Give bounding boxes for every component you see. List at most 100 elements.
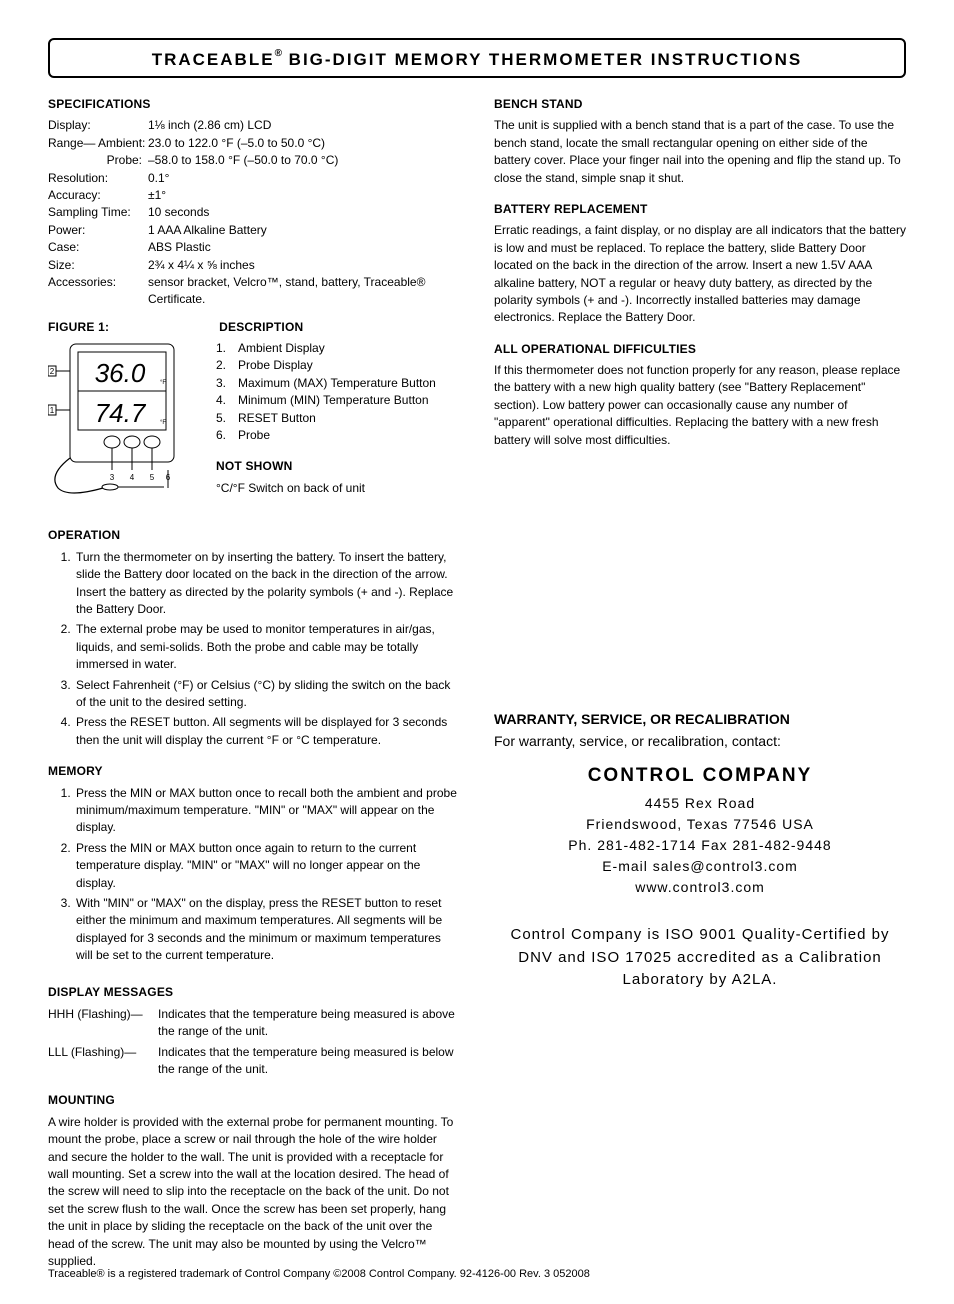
spec-label: Case:	[48, 239, 148, 256]
svg-text:6: 6	[166, 473, 171, 482]
spec-label: Power:	[48, 222, 148, 239]
spec-label: Display:	[48, 117, 148, 134]
svg-text:74.7: 74.7	[95, 398, 147, 428]
bench-stand-text: The unit is supplied with a bench stand …	[494, 117, 906, 187]
spec-row: Resolution:0.1°	[48, 170, 460, 187]
email-line: E-mail sales@control3.com	[494, 856, 906, 877]
operational-difficulties-text: If this thermometer does not function pr…	[494, 362, 906, 449]
desc-text: Probe Display	[238, 357, 313, 374]
website-line: www.control3.com	[494, 877, 906, 898]
list-item: The external probe may be used to monito…	[74, 621, 460, 673]
battery-replacement-heading: BATTERY REPLACEMENT	[494, 201, 906, 218]
mounting-text: A wire holder is provided with the exter…	[48, 1114, 460, 1271]
memory-heading: MEMORY	[48, 763, 460, 780]
spec-row: Sampling Time:10 seconds	[48, 204, 460, 221]
bench-stand-heading: BENCH STAND	[494, 96, 906, 113]
spec-row: Accuracy:±1°	[48, 187, 460, 204]
list-item: Press the MIN or MAX button once to reca…	[74, 785, 460, 837]
desc-text: Probe	[238, 427, 270, 444]
spec-value: sensor bracket, Velcro™, stand, battery,…	[148, 274, 460, 309]
addr-line-2: Friendswood, Texas 77546 USA	[494, 814, 906, 835]
specs-heading: SPECIFICATIONS	[48, 96, 460, 113]
figure-1-diagram: 36.0 74.7 °F °F 2 1 3 4 5	[48, 340, 198, 505]
list-item: Turn the thermometer on by inserting the…	[74, 549, 460, 619]
company-name: CONTROL COMPANY	[494, 762, 906, 790]
spec-value: 1 AAA Alkaline Battery	[148, 222, 460, 239]
spec-label: Sampling Time:	[48, 204, 148, 221]
left-column: SPECIFICATIONS Display:1⅛ inch (2.86 cm)…	[48, 96, 460, 1274]
spec-label: Probe:	[48, 152, 148, 169]
two-column-layout: SPECIFICATIONS Display:1⅛ inch (2.86 cm)…	[48, 96, 906, 1274]
svg-text:36.0: 36.0	[95, 358, 146, 388]
desc-num: 4.	[216, 392, 238, 409]
spec-value: –58.0 to 158.0 °F (–50.0 to 70.0 °C)	[148, 152, 460, 169]
title-rest: BIG-DIGIT MEMORY THERMOMETER INSTRUCTION…	[282, 50, 802, 69]
spec-value: 0.1°	[148, 170, 460, 187]
desc-num: 2.	[216, 357, 238, 374]
warranty-lead: For warranty, service, or recalibration,…	[494, 731, 906, 751]
spec-label: Range— Ambient:	[48, 135, 148, 152]
figure-and-description: 36.0 74.7 °F °F 2 1 3 4 5	[48, 340, 460, 505]
title-reg: ®	[275, 48, 282, 59]
spec-label: Accessories:	[48, 274, 148, 309]
spec-value: 10 seconds	[148, 204, 460, 221]
description-heading: DESCRIPTION	[219, 319, 303, 336]
desc-num: 1.	[216, 340, 238, 357]
desc-num: 3.	[216, 375, 238, 392]
list-item: Press the RESET button. All segments wil…	[74, 714, 460, 749]
title-brand: TRACEABLE	[152, 50, 275, 69]
spec-label: Resolution:	[48, 170, 148, 187]
document-title: TRACEABLE® BIG-DIGIT MEMORY THERMOMETER …	[48, 38, 906, 78]
spec-label: Size:	[48, 257, 148, 274]
list-item: Press the MIN or MAX button once again t…	[74, 840, 460, 892]
battery-replacement-text: Erratic readings, a faint display, or no…	[494, 222, 906, 326]
spec-row: Power:1 AAA Alkaline Battery	[48, 222, 460, 239]
msg-label: LLL (Flashing)—	[48, 1044, 158, 1079]
desc-row: 3.Maximum (MAX) Temperature Button	[216, 375, 460, 392]
company-address: 4455 Rex Road Friendswood, Texas 77546 U…	[494, 793, 906, 898]
spec-label: Accuracy:	[48, 187, 148, 204]
desc-row: 6.Probe	[216, 427, 460, 444]
svg-text:4: 4	[130, 473, 135, 482]
spec-value: ±1°	[148, 187, 460, 204]
display-messages-list: HHH (Flashing)—Indicates that the temper…	[48, 1006, 460, 1079]
list-item: With "MIN" or "MAX" on the display, pres…	[74, 895, 460, 965]
spec-row: Case:ABS Plastic	[48, 239, 460, 256]
spec-value: 2¾ x 4¼ x ⅝ inches	[148, 257, 460, 274]
spec-value: 23.0 to 122.0 °F (–5.0 to 50.0 °C)	[148, 135, 460, 152]
not-shown-text: °C/°F Switch on back of unit	[216, 480, 460, 497]
desc-text: RESET Button	[238, 410, 316, 427]
not-shown-heading: NOT SHOWN	[216, 458, 460, 475]
list-item: Select Fahrenheit (°F) or Celsius (°C) b…	[74, 677, 460, 712]
desc-text: Ambient Display	[238, 340, 325, 357]
display-message-row: HHH (Flashing)—Indicates that the temper…	[48, 1006, 460, 1041]
desc-row: 2.Probe Display	[216, 357, 460, 374]
warranty-block: WARRANTY, SERVICE, OR RECALIBRATION For …	[494, 709, 906, 992]
desc-text: Minimum (MIN) Temperature Button	[238, 392, 429, 409]
addr-line-1: 4455 Rex Road	[494, 793, 906, 814]
figure-heading: FIGURE 1:	[48, 319, 109, 336]
svg-text:1: 1	[50, 406, 55, 415]
svg-text:2: 2	[50, 367, 55, 376]
spec-row: Display:1⅛ inch (2.86 cm) LCD	[48, 117, 460, 134]
svg-text:5: 5	[150, 473, 155, 482]
msg-text: Indicates that the temperature being mea…	[158, 1044, 460, 1079]
msg-text: Indicates that the temperature being mea…	[158, 1006, 460, 1041]
specs-table: Display:1⅛ inch (2.86 cm) LCDRange— Ambi…	[48, 117, 460, 308]
iso-cert-text: Control Company is ISO 9001 Quality-Cert…	[494, 924, 906, 992]
description-list: 1.Ambient Display2.Probe Display3.Maximu…	[216, 340, 460, 505]
spec-row: Size:2¾ x 4¼ x ⅝ inches	[48, 257, 460, 274]
operation-list: Turn the thermometer on by inserting the…	[48, 549, 460, 749]
desc-text: Maximum (MAX) Temperature Button	[238, 375, 436, 392]
phone-fax: Ph. 281-482-1714 Fax 281-482-9448	[494, 835, 906, 856]
spec-row: Range— Ambient:23.0 to 122.0 °F (–5.0 to…	[48, 135, 460, 152]
spec-row: Probe:–58.0 to 158.0 °F (–50.0 to 70.0 °…	[48, 152, 460, 169]
footer-text: Traceable® is a registered trademark of …	[48, 1268, 590, 1280]
svg-text:°F: °F	[160, 420, 166, 426]
display-messages-heading: DISPLAY MESSAGES	[48, 984, 460, 1001]
msg-label: HHH (Flashing)—	[48, 1006, 158, 1041]
operational-difficulties-heading: ALL OPERATIONAL DIFFICULTIES	[494, 341, 906, 358]
warranty-heading: WARRANTY, SERVICE, OR RECALIBRATION	[494, 709, 906, 729]
operation-heading: OPERATION	[48, 527, 460, 544]
mounting-heading: MOUNTING	[48, 1092, 460, 1109]
